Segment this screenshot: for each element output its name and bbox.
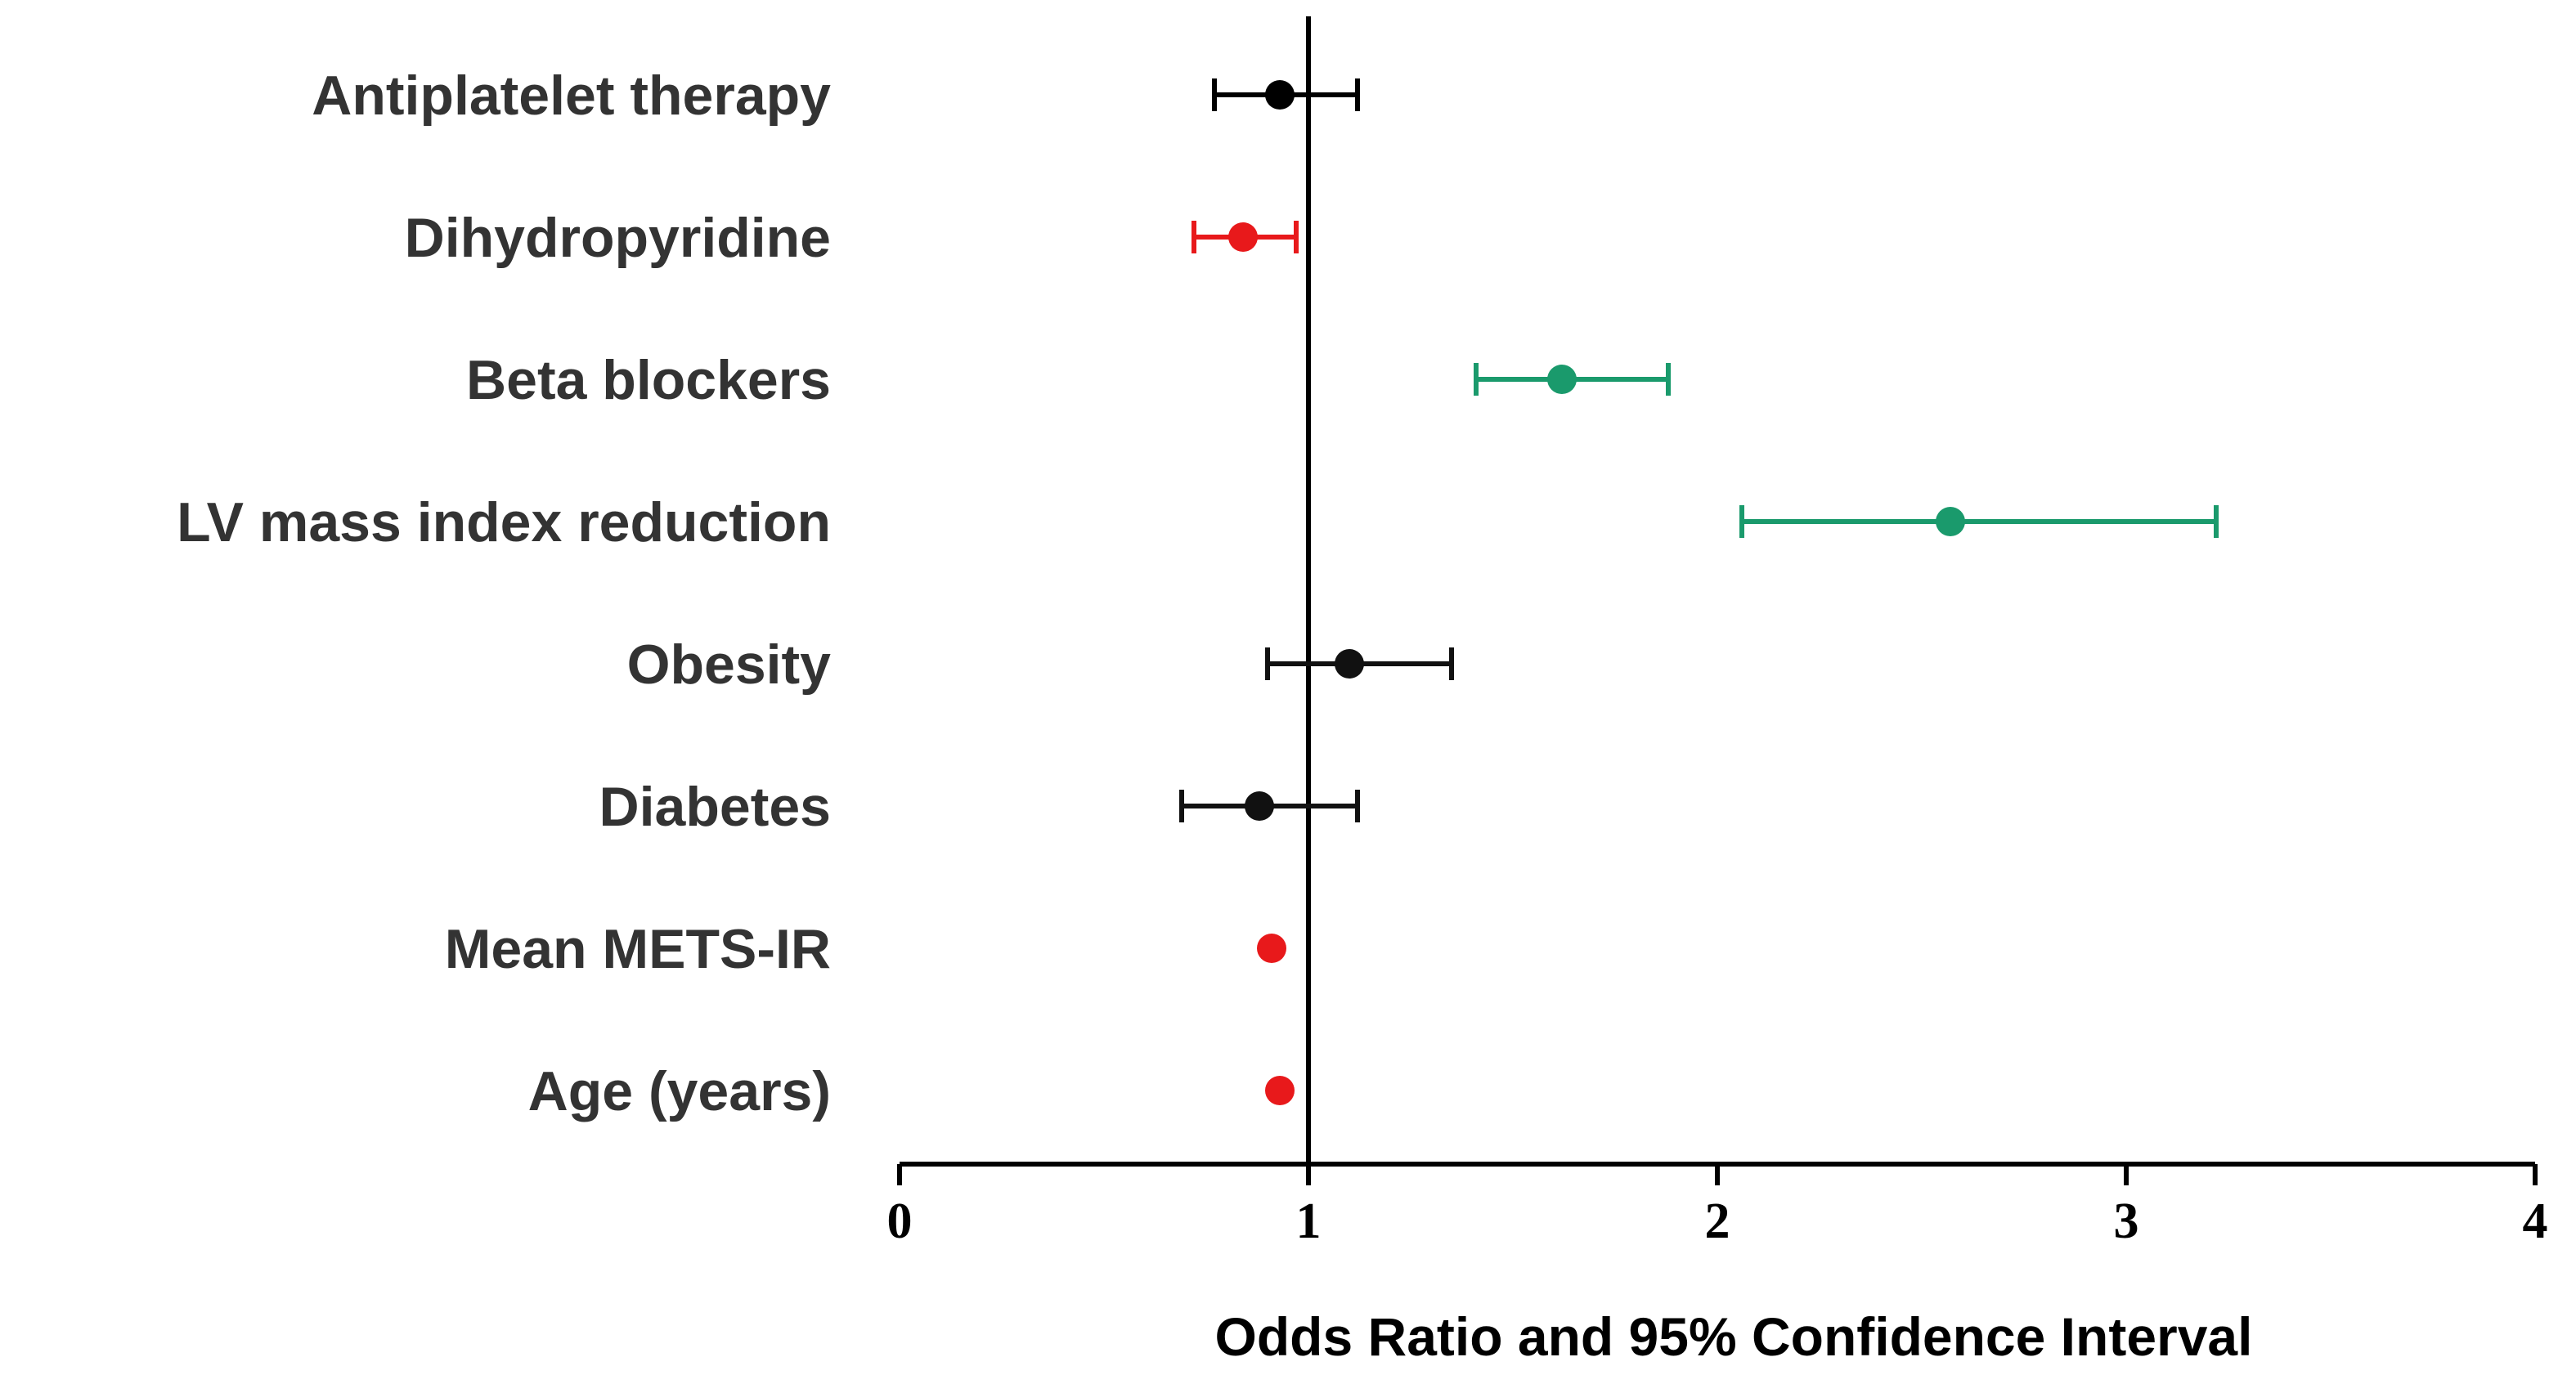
forest-row: Mean METS-IR [445, 918, 1286, 980]
point-estimate [1547, 365, 1577, 394]
rows-layer: Antiplatelet therapy Dihydropyridine Beta … [177, 16, 2219, 1164]
forest-row: LV mass index reduction [177, 491, 2219, 553]
row-label: Diabetes [599, 776, 831, 838]
point-estimate [1245, 791, 1274, 821]
row-label: Beta blockers [466, 349, 831, 411]
x-axis-title: Odds Ratio and 95% Confidence Interval [1215, 1306, 2253, 1367]
x-tick-label: 4 [2523, 1194, 2548, 1249]
row-label: Age (years) [528, 1060, 831, 1122]
x-axis: 0 1 2 3 4 [887, 1162, 2548, 1249]
row-label: Obesity [627, 634, 832, 696]
x-tick-label: 0 [887, 1194, 913, 1249]
point-estimate [1335, 649, 1364, 679]
forest-row: Dihydropyridine [405, 207, 1299, 269]
x-tick-label: 3 [2114, 1194, 2139, 1249]
point-estimate [1265, 80, 1295, 110]
forest-row: Antiplatelet therapy [312, 65, 1360, 127]
point-estimate [1265, 1076, 1295, 1105]
row-label: Mean METS-IR [445, 918, 831, 980]
forest-row: Age (years) [528, 1060, 1295, 1122]
x-tick-label: 1 [1296, 1194, 1322, 1249]
forest-row: Beta blockers [466, 349, 1671, 411]
x-tick-label: 2 [1705, 1194, 1730, 1249]
forest-row: Obesity [627, 634, 1454, 696]
row-label: Antiplatelet therapy [312, 65, 831, 127]
point-estimate [1936, 507, 1965, 536]
row-label: LV mass index reduction [177, 491, 831, 553]
point-estimate [1257, 934, 1286, 963]
row-label: Dihydropyridine [405, 207, 831, 269]
forest-row: Diabetes [599, 776, 1360, 838]
point-estimate [1228, 222, 1258, 252]
